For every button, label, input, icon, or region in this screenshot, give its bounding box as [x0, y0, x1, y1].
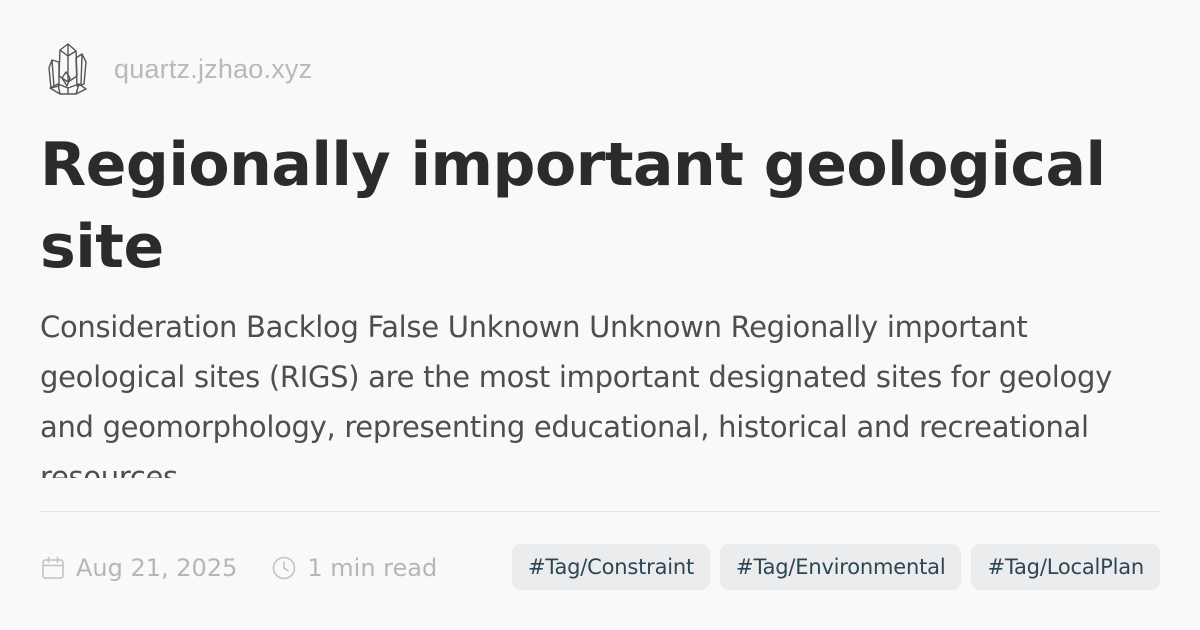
- tag-localplan[interactable]: #Tag/LocalPlan: [971, 544, 1160, 590]
- divider: [40, 511, 1160, 512]
- clock-icon: [273, 556, 296, 580]
- site-header: quartz.jzhao.xyz: [46, 42, 312, 96]
- date-text: Aug 21, 2025: [76, 554, 238, 582]
- reading-time: 1 min read: [271, 554, 437, 582]
- tag-environmental[interactable]: #Tag/Environmental: [720, 544, 962, 590]
- tag-list: #Tag/Constraint #Tag/Environmental #Tag/…: [511, 544, 1160, 590]
- page-description: Consideration Backlog False Unknown Unkn…: [40, 310, 1112, 478]
- site-name: quartz.jzhao.xyz: [114, 53, 313, 84]
- calendar-icon: [42, 556, 64, 579]
- article-meta: Aug 21, 2025 1 min read: [40, 546, 437, 590]
- crystal-cluster-icon: [48, 43, 87, 95]
- published-date: Aug 21, 2025: [40, 554, 237, 582]
- page-title: Regionally important geological site: [40, 130, 1106, 282]
- reading-time-text: 1 min read: [307, 554, 438, 582]
- tag-constraint[interactable]: #Tag/Constraint: [511, 544, 711, 590]
